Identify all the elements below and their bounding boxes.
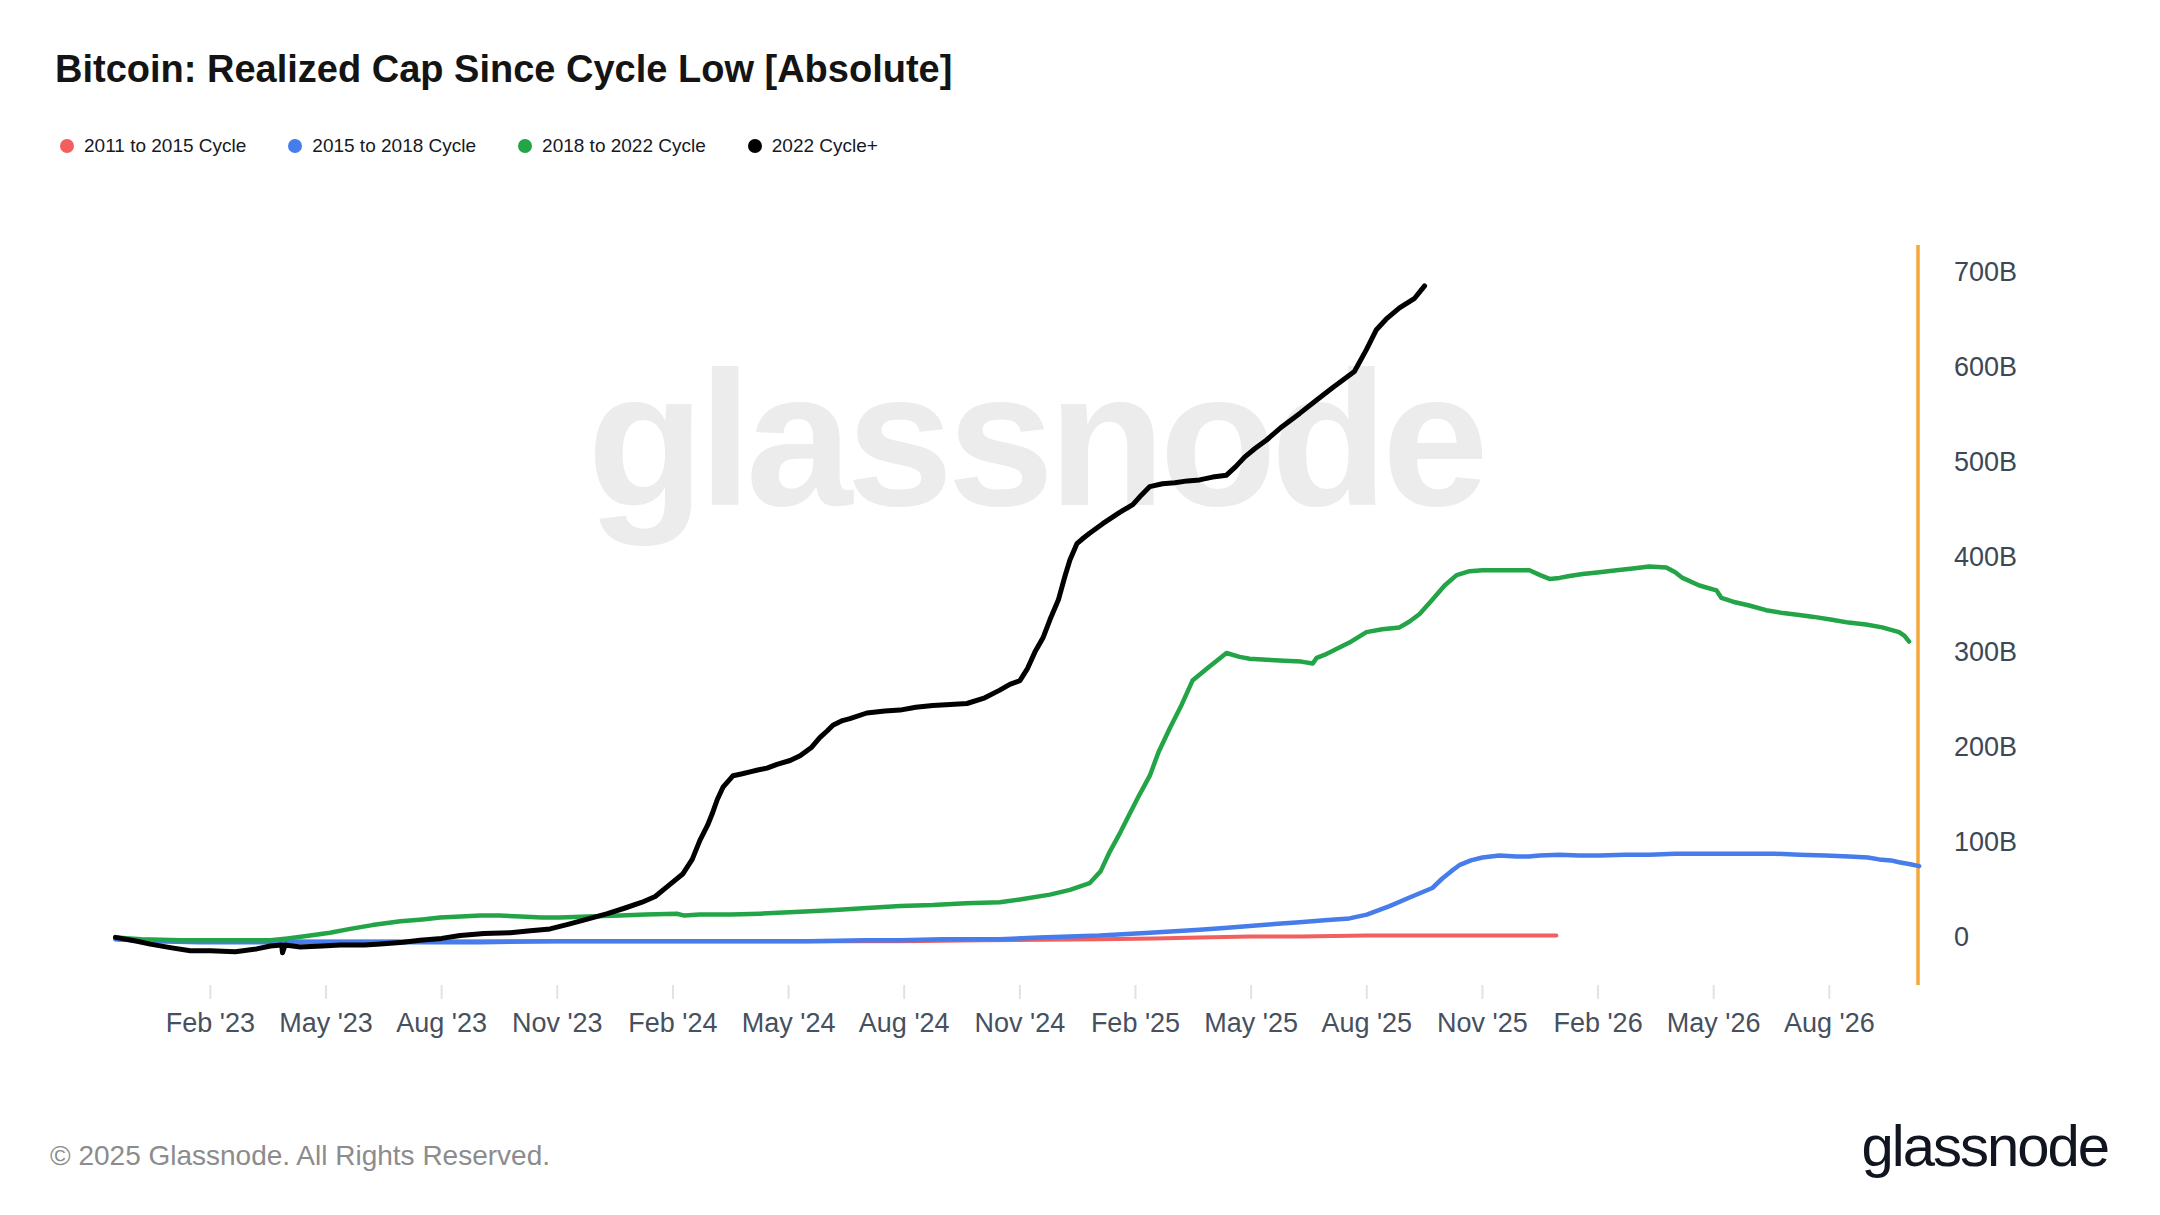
x-tick-label: Aug '24 [859,1008,950,1038]
y-tick-label: 100B [1954,827,2017,857]
x-tick-label: May '25 [1204,1008,1298,1038]
x-tick-label: Nov '24 [975,1008,1066,1038]
glassnode-logo: glassnode [1862,1112,2108,1179]
y-tick-label: 300B [1954,637,2017,667]
x-tick-label: May '23 [279,1008,373,1038]
series-line-2022-cycle- [116,286,1425,953]
x-tick-label: Feb '24 [628,1008,717,1038]
y-tick-label: 0 [1954,922,1969,952]
x-tick-label: Feb '26 [1553,1008,1642,1038]
x-tick-label: Aug '23 [396,1008,487,1038]
x-tick-label: May '24 [742,1008,836,1038]
x-tick-label: Nov '25 [1437,1008,1528,1038]
y-tick-label: 200B [1954,732,2017,762]
series-line-2018-to-2022-cycle [116,567,1910,941]
x-tick-label: Feb '23 [166,1008,255,1038]
x-tick-label: Feb '25 [1091,1008,1180,1038]
plot-svg: Feb '23 May '23 Aug '23 Nov '23 Feb '24 May '… [0,0,2160,1215]
x-tick-label: Nov '23 [512,1008,603,1038]
copyright-text: © 2025 Glassnode. All Rights Reserved. [50,1140,550,1172]
chart-page: Bitcoin: Realized Cap Since Cycle Low [A… [0,0,2160,1215]
x-tick-label: May '26 [1667,1008,1761,1038]
y-tick-label: 600B [1954,352,2017,382]
y-tick-label: 500B [1954,447,2017,477]
x-tick-label: Aug '25 [1321,1008,1412,1038]
y-tick-label: 400B [1954,542,2017,572]
x-tick-label: Aug '26 [1784,1008,1875,1038]
y-tick-label: 700B [1954,257,2017,287]
